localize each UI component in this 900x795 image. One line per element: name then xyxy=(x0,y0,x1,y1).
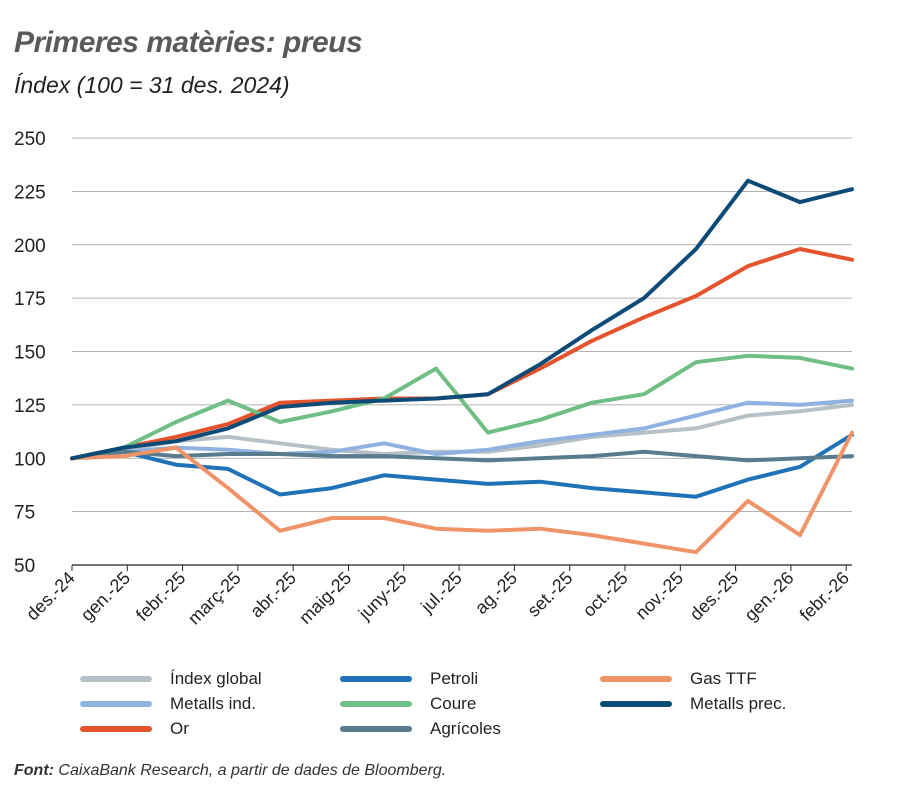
y-tick-label: 200 xyxy=(14,236,46,257)
y-tick-label: 75 xyxy=(14,503,35,524)
legend-label: Índex global xyxy=(170,669,262,688)
legend-label: Metalls prec. xyxy=(690,694,787,713)
x-tick-label: set.-25 xyxy=(523,568,576,621)
y-tick-label: 250 xyxy=(14,129,46,150)
legend-swatch xyxy=(80,726,152,732)
series-lines xyxy=(70,178,854,555)
series-line-4 xyxy=(70,353,854,461)
x-tick-label: jul.-25 xyxy=(416,568,466,618)
y-tick-label: 125 xyxy=(14,396,46,417)
legend-item: Petroli xyxy=(340,668,478,690)
source-text: CaixaBank Research, a partir de dades de… xyxy=(53,762,447,779)
source-note: Font: CaixaBank Research, a partir de da… xyxy=(14,762,446,780)
legend-swatch xyxy=(340,676,412,682)
x-tick-label: febr.-25 xyxy=(132,568,189,625)
y-tick-label: 175 xyxy=(14,289,46,310)
x-tick-label: març-25 xyxy=(184,568,245,629)
y-tick-label: 150 xyxy=(14,343,46,364)
x-tick-label: maig-25 xyxy=(295,568,355,628)
legend-item: Metalls ind. xyxy=(80,693,256,715)
legend-swatch xyxy=(600,676,672,682)
legend-label: Petroli xyxy=(430,669,479,688)
x-tick-label: des.-25 xyxy=(686,568,743,625)
legend-label: Agrícoles xyxy=(430,719,501,738)
x-tick-label: abr.-25 xyxy=(246,568,300,622)
legend-label: Metalls ind. xyxy=(170,694,256,713)
legend-swatch xyxy=(80,701,152,707)
legend-item: Índex global xyxy=(80,668,262,690)
legend-item: Gas TTF xyxy=(600,668,757,690)
chart-title: Primeres matèries: preus xyxy=(14,26,363,59)
series-line-6 xyxy=(70,430,854,555)
line-chart: 50 75 100 125 150 175 200 225 250 des.-24gen.-25… xyxy=(14,129,854,629)
source-label: Font: xyxy=(14,762,54,779)
x-tick-label: ag.-25 xyxy=(471,568,521,618)
grid-lines xyxy=(72,137,852,566)
series-line-5 xyxy=(70,449,854,463)
legend-item: Metalls prec. xyxy=(600,693,786,715)
y-axis-tick-labels: 50 75 100 125 150 175 200 225 250 xyxy=(14,129,46,577)
legend-label: Coure xyxy=(430,694,477,713)
x-tick-label: febr.-26 xyxy=(796,568,853,625)
series-line-2 xyxy=(70,247,854,461)
x-tick-label: juny-25 xyxy=(354,568,411,625)
x-tick-label: nov.-25 xyxy=(631,568,687,624)
legend-item: Or xyxy=(80,718,189,740)
legend-swatch xyxy=(600,701,672,707)
legend-label: Gas TTF xyxy=(690,669,757,688)
legend-item: Coure xyxy=(340,693,476,715)
y-tick-label: 50 xyxy=(14,556,35,577)
legend-swatch xyxy=(340,726,412,732)
x-tick-label: gen.-26 xyxy=(740,568,797,625)
x-tick-label: oct.-25 xyxy=(579,568,632,621)
series-line-3 xyxy=(70,432,854,499)
y-tick-label: 225 xyxy=(14,182,46,203)
series-line-7 xyxy=(70,178,854,461)
series-line-1 xyxy=(70,398,854,461)
legend-swatch xyxy=(340,701,412,707)
legend-label: Or xyxy=(170,719,189,738)
y-tick-label: 100 xyxy=(14,449,46,470)
legend-item: Agrícoles xyxy=(340,718,501,740)
legend-swatch xyxy=(80,676,152,682)
x-tick-label: gen.-25 xyxy=(77,568,134,625)
chart-subtitle: Índex (100 = 31 des. 2024) xyxy=(14,72,290,98)
